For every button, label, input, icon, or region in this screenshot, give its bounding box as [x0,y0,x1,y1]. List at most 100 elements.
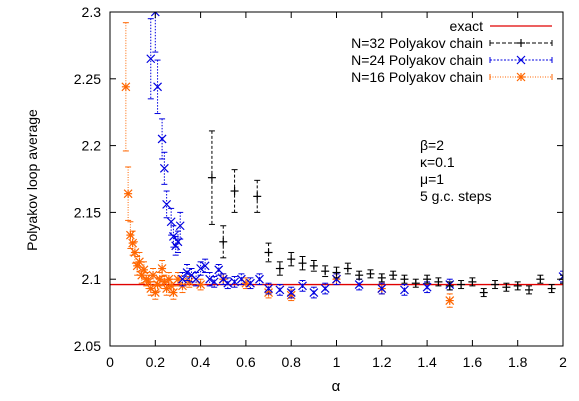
data-point [298,281,307,291]
y-tick-label: 2.2 [82,138,102,154]
error-bar [247,277,254,290]
data-point [168,288,178,297]
data-point [125,230,135,240]
data-point [525,285,534,294]
x-tick-label: 2 [559,354,567,370]
x-tick-label: 0 [106,354,114,370]
data-point [332,268,341,277]
data-point [389,271,398,280]
data-point [309,261,318,270]
data-point [219,237,228,246]
error-bar [152,12,159,53]
data-point [196,264,206,273]
data-point [377,284,387,293]
data-point [264,284,273,293]
y-tick-label: 2.1 [82,271,102,287]
data-point [343,264,352,273]
y-tick-label: 2.15 [74,204,101,220]
data-point [400,275,409,284]
data-point [159,163,169,173]
data-point [123,189,133,199]
data-point [445,296,455,306]
data-point [150,12,160,17]
data-point [175,221,185,231]
data-point [536,275,545,284]
error-bar [136,251,143,272]
data-point [287,255,296,264]
error-bar [211,276,218,288]
data-point [230,187,239,196]
data-point [162,199,172,209]
data-point [275,285,285,295]
error-bar [310,286,317,299]
error-bar [238,273,245,286]
error-bar [560,270,563,283]
error-bar [170,225,177,248]
data-point [332,274,341,284]
error-bar [288,286,295,299]
parameter-annotations: β=2κ=0.1μ=15 g.c. steps [420,137,492,204]
x-tick-label: 1.4 [417,354,437,370]
data-point [182,268,192,277]
error-bar [125,166,132,221]
data-point [286,288,296,297]
data-point [230,277,239,287]
data-point [246,278,255,288]
data-point [157,134,167,144]
y-tick-label: 2.25 [74,71,101,87]
x-tick-label: 1 [333,354,341,370]
error-bar [276,284,283,296]
data-point [411,279,420,288]
data-point [309,288,319,297]
data-point [191,274,201,284]
error-bar [184,264,191,282]
data-point [468,277,477,286]
data-point [445,281,454,290]
error-bar [401,284,408,296]
legend-marker [516,55,526,65]
data-point [128,238,138,248]
data-point [255,274,264,284]
data-point [400,285,409,295]
y-tick-label: 2.3 [82,4,102,20]
data-point [377,273,386,282]
data-point [366,269,375,278]
x-tick-label: 0.4 [191,354,211,370]
data-point [298,259,307,268]
data-point [214,265,224,275]
data-point [422,282,432,292]
data-point [166,217,176,227]
x-tick-label: 1.2 [372,354,392,370]
error-bar [220,273,227,286]
annotation-text: μ=1 [420,171,444,187]
error-bar [378,282,385,295]
plot-frame [109,11,564,347]
data-point [457,280,466,289]
annotation-text: κ=0.1 [420,154,455,170]
data-point [135,257,144,267]
data-point [423,275,432,284]
data-point [209,277,219,287]
series-n32 [207,130,563,298]
error-bar [154,59,161,115]
error-bar [265,242,272,263]
error-bar [156,272,163,287]
data-point [253,192,262,201]
legend-label: N=24 Polyakov chain [351,52,483,68]
data-point [157,264,167,273]
data-point [479,288,488,297]
y-axis-label: Polyakov loop average [24,109,40,251]
data-point [130,248,140,257]
error-bar [231,276,238,288]
error-bar [256,273,263,286]
data-point [223,278,233,288]
error-bar [224,277,231,290]
error-bar [446,293,453,308]
data-point [178,274,187,284]
data-point [275,264,284,273]
legend-marker [516,72,526,82]
error-bar [265,282,272,295]
series-n24 [146,12,563,299]
data-point [264,248,273,257]
